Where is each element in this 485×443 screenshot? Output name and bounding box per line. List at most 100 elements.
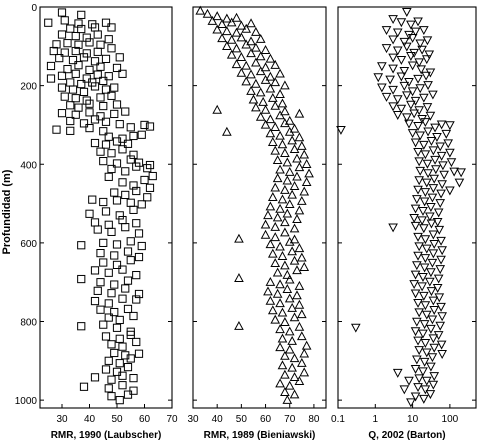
- data-point: [226, 34, 237, 44]
- data-point: [280, 350, 290, 360]
- data-point: [419, 197, 430, 207]
- data-point: [104, 268, 113, 277]
- data-point: [396, 72, 407, 82]
- data-point: [412, 317, 422, 327]
- data-point: [129, 374, 138, 383]
- data-point: [296, 140, 307, 150]
- data-point: [407, 129, 418, 139]
- data-point: [426, 136, 437, 146]
- data-point: [301, 340, 312, 350]
- data-point: [426, 324, 436, 334]
- data-point: [420, 150, 431, 160]
- data-point: [304, 168, 314, 178]
- data-point: [90, 296, 100, 306]
- data-point: [420, 254, 431, 264]
- data-point: [246, 48, 256, 58]
- data-point: [446, 158, 457, 168]
- data-point: [381, 44, 392, 54]
- data-point: [236, 67, 247, 77]
- data-point: [294, 321, 305, 331]
- data-point: [412, 355, 422, 365]
- data-point: [74, 103, 83, 112]
- data-point: [145, 183, 155, 192]
- data-point: [415, 39, 426, 49]
- data-point: [272, 288, 283, 298]
- data-point: [71, 110, 80, 119]
- data-point: [85, 65, 94, 75]
- y-axis-ticks: 0 200 400 600 800 1000: [15, 3, 38, 407]
- data-point: [270, 100, 281, 110]
- data-point: [226, 17, 237, 27]
- data-point: [255, 66, 266, 76]
- data-point: [270, 182, 281, 192]
- data-point: [438, 161, 448, 171]
- data-point: [277, 250, 288, 260]
- data-point: [121, 284, 130, 293]
- data-point: [280, 369, 290, 379]
- data-point: [270, 314, 281, 324]
- data-point: [246, 36, 256, 46]
- data-point: [417, 45, 427, 55]
- data-point: [284, 236, 295, 246]
- data-point: [107, 227, 116, 236]
- data-point: [410, 289, 421, 299]
- panel-1: 30 40 50 60 70 RMR, 1990 (Laubscher): [39, 6, 178, 441]
- data-point: [101, 140, 111, 149]
- data-point: [292, 153, 302, 163]
- data-point: [96, 93, 105, 102]
- data-point: [66, 126, 75, 135]
- data-point: [107, 392, 116, 401]
- x-axis-title: RMR, 1989 (Bieniawski): [204, 430, 316, 441]
- data-point: [115, 396, 124, 405]
- data-point: [267, 192, 278, 201]
- data-point: [270, 145, 281, 155]
- data-point: [49, 46, 58, 56]
- data-point: [280, 118, 290, 128]
- data-point: [296, 357, 307, 367]
- data-point: [417, 282, 427, 292]
- data-point: [456, 168, 466, 178]
- data-point: [46, 61, 56, 71]
- data-point: [406, 100, 416, 110]
- data-point: [112, 196, 122, 205]
- data-point: [437, 180, 447, 190]
- data-point: [414, 157, 425, 167]
- data-point: [112, 63, 122, 73]
- data-point: [414, 58, 425, 68]
- data-point: [280, 147, 290, 157]
- data-point: [79, 87, 89, 97]
- data-point: [90, 138, 100, 148]
- data-point: [77, 10, 86, 19]
- data-point: [104, 356, 113, 365]
- x-tick-label: 40: [84, 414, 96, 425]
- data-point: [63, 65, 72, 74]
- x-tick-label: 70: [166, 414, 178, 425]
- data-point: [425, 277, 435, 287]
- data-point: [294, 299, 305, 309]
- data-point: [104, 35, 113, 44]
- data-point: [275, 298, 285, 308]
- data-point: [129, 205, 138, 214]
- data-point: [93, 286, 102, 295]
- data-point: [414, 346, 425, 356]
- data-point: [275, 68, 285, 78]
- data-point: [421, 71, 431, 81]
- data-point: [388, 53, 398, 63]
- data-point: [134, 349, 144, 358]
- data-point: [406, 52, 416, 62]
- data-point: [52, 125, 61, 134]
- data-point: [427, 258, 438, 268]
- data-point: [77, 79, 86, 89]
- data-point: [301, 177, 312, 187]
- data-point: [226, 49, 237, 59]
- plot-frame: [39, 6, 173, 409]
- y-axis-title: Profundidad (m): [1, 169, 13, 254]
- panels: 30 40 50 60 70 RMR, 1990 (Laubscher) 30 40 50 60 7…: [39, 5, 477, 441]
- data-point: [123, 139, 133, 148]
- data-point: [234, 273, 244, 282]
- data-point: [267, 92, 278, 102]
- data-point: [107, 91, 116, 100]
- data-point: [284, 274, 295, 284]
- data-point: [414, 176, 425, 186]
- data-point: [392, 95, 403, 105]
